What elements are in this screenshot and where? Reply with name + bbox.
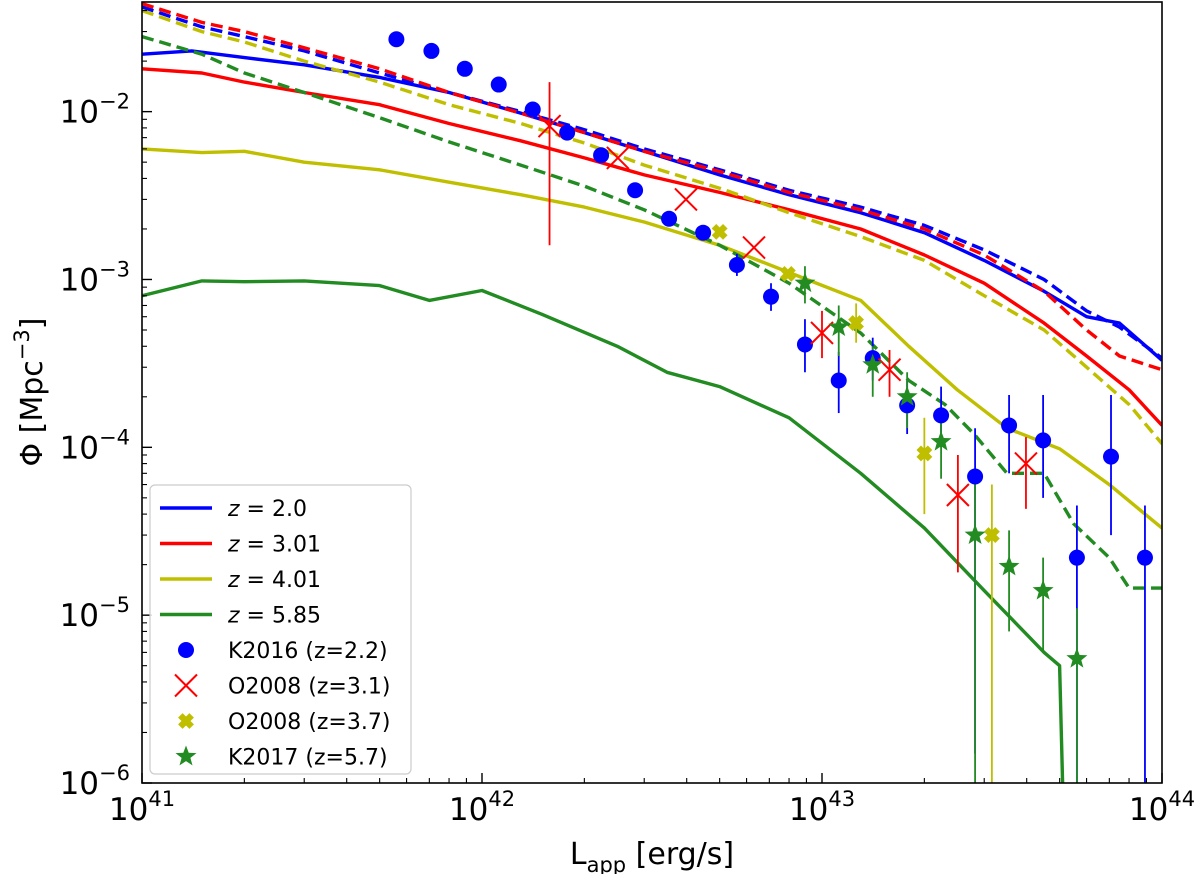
k2016-z-2-2-point — [1001, 417, 1018, 434]
k2016-z-2-2-point — [388, 31, 405, 48]
k2016-z-2-2-point — [490, 76, 507, 93]
k2016-z-2-2-point — [728, 256, 745, 273]
z-5-85-solid-line — [142, 279, 1065, 783]
legend-entry-z-5-85: z = 5.85 — [160, 604, 321, 629]
o2008-z-3-1-point — [742, 235, 766, 260]
y-tick-label: 10−2 — [60, 90, 130, 131]
k2016-z-2-2-point — [933, 407, 950, 424]
o2008-z-3-1-point — [877, 358, 902, 382]
model-lines — [142, 2, 1162, 783]
k2016-z-2-2-point — [796, 336, 813, 353]
x-tick-label: 1043 — [789, 787, 855, 828]
k2017-z-5-7-point — [896, 385, 918, 406]
y-axis-label: Φ [Mpc−3] — [10, 318, 50, 467]
k2016-z-2-2-point — [830, 372, 847, 389]
k2017-z-5-7-point — [930, 430, 952, 451]
k2016-z-2-2-point — [695, 224, 712, 241]
axis-ticks — [141, 10, 1163, 784]
k2017-z-5-7-point — [1032, 579, 1054, 600]
o2008-z-3-1-point — [946, 483, 970, 507]
x-tick-labels: 1041 1042 1043 1044 — [109, 787, 1195, 828]
o2008-z-3-1-point — [606, 146, 630, 170]
z-3-01-dashed-line — [142, 2, 1162, 372]
z-3-01-solid-line — [142, 67, 1162, 427]
legend-entry-k2016-z-2-2: K2016 (z=2.2) — [178, 639, 388, 664]
legend-entry-o2008-z-3-1: O2008 (z=3.1) — [174, 673, 390, 700]
k2017-z-5-7-point — [794, 272, 816, 293]
k2016-z-2-2-point — [627, 182, 644, 199]
k2017-z-5-7-point — [862, 353, 884, 374]
k2017-z-5-7-point — [828, 316, 850, 336]
o2008-z-3-1-point — [537, 114, 562, 138]
legend-label: O2008 (z=3.7) — [228, 710, 390, 735]
legend-entry-o2008-z-3-7: O2008 (z=3.7) — [178, 710, 390, 735]
y-tick-label: 10−4 — [60, 425, 130, 466]
legend-marker — [178, 713, 194, 729]
k2016-z-2-2-point — [1136, 549, 1153, 566]
legend-entry-z-2-0: z = 2.0 — [160, 497, 307, 522]
z-4-01-solid-line — [142, 147, 1162, 530]
legend-label: z = 4.01 — [227, 568, 321, 593]
k2016-z-2-2-point — [456, 60, 473, 77]
z-2-0-dashed-line — [142, 5, 1162, 360]
legend-label: O2008 (z=3.1) — [228, 675, 390, 700]
o2008-z-3-7-point — [711, 223, 728, 240]
k2016-z-2-2-point — [1103, 448, 1120, 465]
k2017-z-5-7-point — [1066, 647, 1088, 668]
legend-items: z = 2.0 z = 3.01 z = 4.01 z = 5.85 K2016 (z=… — [160, 497, 390, 771]
legend-label: z = 2.0 — [227, 497, 307, 522]
o2008-z-3-1-point — [674, 187, 698, 212]
legend-entry-z-3-01: z = 3.01 — [160, 533, 321, 558]
data-markers — [388, 31, 1153, 668]
z-5-85-dashed-line — [142, 34, 1162, 590]
k2016-z-2-2-point — [1068, 549, 1085, 566]
k2017-z-5-7-point — [964, 524, 986, 544]
o2008-z-3-7-point — [848, 315, 864, 331]
legend-entry-z-4-01: z = 4.01 — [160, 568, 321, 593]
o2008-z-3-1-point — [1014, 451, 1038, 476]
plot-area — [142, 2, 1162, 783]
legend: z = 2.0 z = 3.01 z = 4.01 z = 5.85 K2016 (z=… — [149, 484, 412, 775]
legend-entry-k2017-z-5-7: K2017 (z=5.7) — [175, 745, 388, 771]
legend-label: z = 3.01 — [227, 533, 321, 558]
legend-marker — [174, 673, 198, 698]
k2017-z-5-7-point — [998, 555, 1020, 576]
x-tick-label: 1044 — [1129, 787, 1195, 828]
o2008-z-3-1-point — [810, 321, 834, 345]
x-tick-label: 1041 — [109, 787, 175, 828]
legend-box — [149, 484, 412, 775]
o2008-z-3-7-point — [983, 527, 1000, 544]
k2016-z-2-2-point — [763, 288, 780, 305]
k2016-z-2-2-point — [559, 124, 576, 141]
k2016-z-2-2-point — [423, 42, 440, 59]
k2016-z-2-2-point — [524, 101, 541, 118]
k2016-z-2-2-point — [661, 210, 678, 227]
plot-frame — [141, 1, 1163, 784]
legend-label: z = 5.85 — [227, 604, 321, 629]
legend-label: K2017 (z=5.7) — [228, 746, 388, 771]
x-axis-label: Lapp [erg/s] — [570, 837, 734, 874]
legend-label: K2016 (z=2.2) — [228, 639, 388, 664]
o2008-z-3-7-point — [916, 445, 933, 462]
y-tick-label: 10−6 — [60, 761, 130, 802]
y-tick-labels: 10−6 10−5 10−4 10−3 10−2 — [60, 90, 130, 802]
k2016-z-2-2-point — [593, 147, 610, 164]
x-tick-label: 1042 — [449, 787, 515, 828]
z-4-01-dashed-line — [142, 8, 1162, 445]
y-tick-label: 10−3 — [60, 257, 130, 298]
legend-marker — [178, 642, 194, 658]
k2016-z-2-2-point — [967, 468, 984, 485]
legend-marker — [175, 745, 197, 766]
k2016-z-2-2-point — [1035, 432, 1052, 449]
o2008-z-3-7-point — [779, 265, 796, 282]
y-tick-label: 10−5 — [60, 593, 130, 634]
